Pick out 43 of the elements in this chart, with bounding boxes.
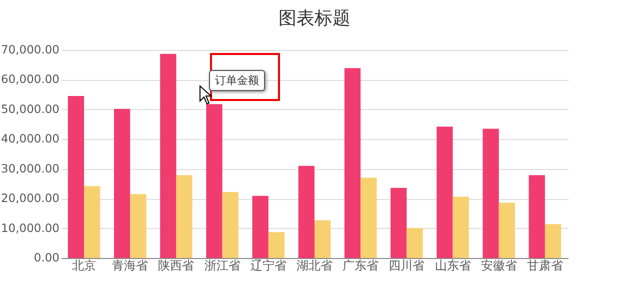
bar	[68, 96, 84, 258]
bar	[360, 178, 377, 258]
bar	[84, 186, 100, 258]
bar	[498, 202, 515, 258]
bar	[206, 104, 222, 258]
x-tick-label: 浙江省	[204, 258, 240, 272]
chart-title: 图表标题	[278, 8, 350, 29]
x-tick-label: 青海省	[112, 258, 148, 272]
y-tick-label: 30,000.00	[0, 161, 60, 176]
bar	[268, 232, 285, 258]
x-tick-label: 四川省	[388, 258, 425, 272]
bar	[452, 196, 469, 258]
y-tick-label: 60,000.00	[0, 72, 60, 86]
bar	[114, 108, 130, 258]
y-tick-label: 0.00	[34, 250, 60, 264]
y-tick-label: 70,000.00	[0, 42, 60, 56]
bar	[252, 196, 268, 258]
bar	[160, 54, 176, 258]
x-tick-label: 湖北省	[296, 258, 332, 272]
bar	[298, 166, 314, 258]
x-tick-label: 北京	[72, 258, 96, 272]
annotation: 订单金额	[209, 70, 265, 91]
y-tick-label: 40,000.00	[0, 132, 60, 146]
bar	[406, 228, 423, 258]
x-tick-label: 甘肃省	[526, 258, 563, 272]
x-tick-label: 陕西省	[158, 258, 194, 272]
x-tick-label: 广东省	[342, 258, 379, 272]
bar	[436, 126, 453, 258]
bar	[528, 175, 545, 258]
y-tick-label: 20,000.00	[0, 191, 60, 206]
bar	[344, 68, 361, 258]
bar	[130, 194, 146, 258]
y-tick-label: 10,000.00	[0, 220, 60, 235]
bar	[482, 128, 499, 258]
x-tick-label: 辽宁省	[250, 258, 286, 272]
y-tick-label: 50,000.00	[0, 102, 60, 116]
bar	[222, 192, 238, 258]
bar	[390, 188, 407, 258]
bar	[544, 224, 562, 258]
bar	[176, 175, 192, 258]
x-tick-label: 山东省	[434, 258, 471, 272]
bar	[314, 220, 331, 258]
x-tick-label: 安徽省	[480, 258, 517, 272]
